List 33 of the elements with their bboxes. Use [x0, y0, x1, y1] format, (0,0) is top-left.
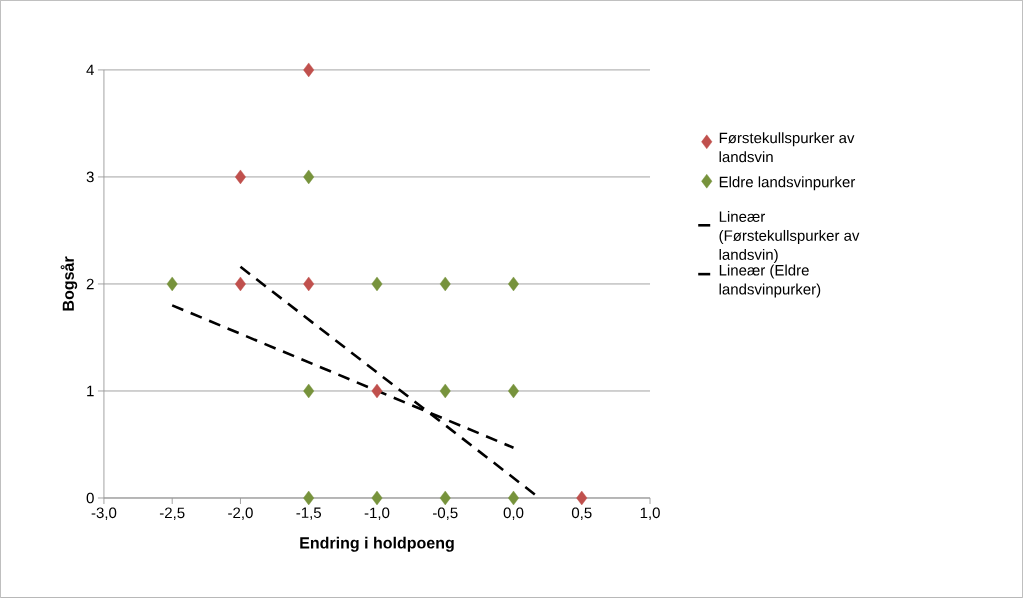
point: [303, 276, 315, 292]
point: [371, 383, 383, 399]
x-tick-label: -2,5: [159, 507, 185, 520]
y-axis-title: Bogsår: [60, 256, 78, 311]
y-tick-label: 0: [86, 492, 94, 504]
point: [371, 276, 383, 292]
x-tick-label: 1,0: [640, 507, 660, 520]
x-axis-title: Endring i holdpoeng: [300, 536, 454, 552]
point: [303, 62, 315, 78]
x-tick-label: 0,5: [571, 507, 592, 520]
point: [303, 383, 315, 399]
x-tick-label: -3,0: [91, 507, 117, 520]
point: [371, 490, 383, 506]
point: [439, 383, 451, 399]
x-tick-label: -2,0: [228, 507, 253, 520]
x-tick-label: -1,5: [296, 507, 322, 520]
point: [303, 490, 315, 506]
y-tick-label: 3: [86, 171, 94, 183]
x-tick-label: -0,5: [432, 507, 458, 520]
legend-label: Lineær (Førstekullspurker av landsvin): [719, 210, 860, 263]
point: [439, 276, 451, 292]
point: [439, 490, 451, 506]
point: [166, 276, 178, 292]
legend-label: Førstekullspurker av landsvin: [719, 132, 855, 163]
legend-label: Lineær (Eldre landsvinpurker): [719, 264, 821, 298]
point: [303, 169, 315, 185]
y-tick-label: 2: [86, 278, 94, 290]
x-tick-label: 0,0: [503, 507, 524, 520]
point: [576, 490, 588, 506]
y-tick-label: 4: [86, 64, 94, 76]
x-tick-label: -1,0: [364, 507, 390, 520]
legend-label: Eldre landsvinpurker: [719, 176, 856, 191]
y-tick-label: 1: [87, 385, 94, 397]
